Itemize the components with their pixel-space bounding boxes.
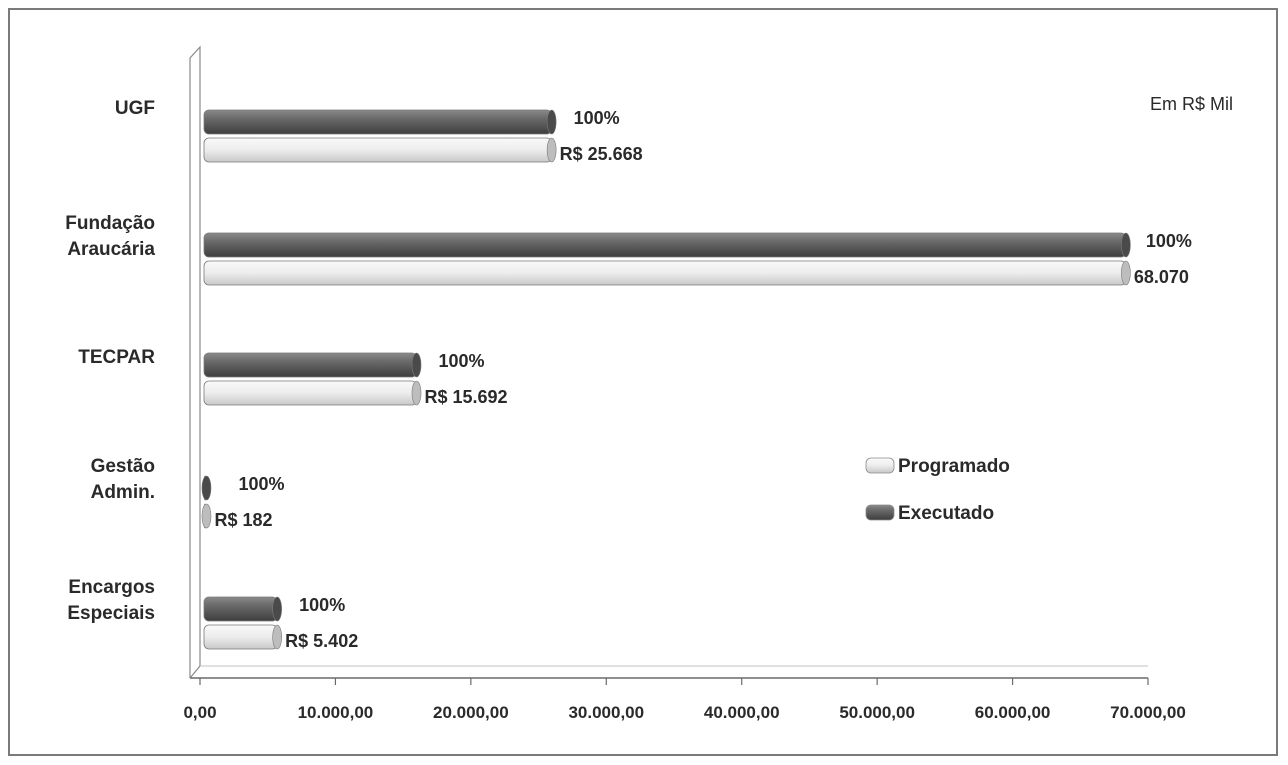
- bar-programado: [203, 137, 557, 163]
- data-labels: 100% R$ 25.668 100% 68.070 100% R$ 15.692 100%…: [214, 108, 1191, 651]
- bar-executado-cap: [411, 352, 422, 378]
- bar-programado-cap: [1121, 260, 1131, 286]
- bar-executado: [203, 232, 1131, 258]
- x-tick-label: 70.000,00: [1110, 703, 1186, 722]
- x-tick-label: 20.000,00: [433, 703, 509, 722]
- bar-executado-cap: [201, 475, 212, 501]
- category-label: UGF: [115, 98, 155, 119]
- axes: [189, 45, 1149, 685]
- bar-programado-cap: [201, 503, 212, 529]
- legend-swatch: [865, 504, 895, 521]
- legend-item: Programado: [865, 456, 1010, 477]
- bars: [201, 109, 1131, 650]
- legend-label: Executado: [898, 503, 994, 524]
- category-label: Araucária: [67, 239, 155, 260]
- bar-programado-cap: [411, 380, 422, 406]
- bar-executado: [201, 475, 212, 501]
- category-label: Admin.: [91, 482, 155, 503]
- legend-label: Programado: [898, 456, 1010, 477]
- percent-label: 100%: [1146, 231, 1192, 251]
- x-tick-label: 10.000,00: [298, 703, 374, 722]
- y-axis-wall: [189, 45, 201, 679]
- percent-label: 100%: [439, 351, 485, 371]
- legend-swatch: [865, 457, 895, 474]
- unit-note: Em R$ Mil: [1150, 94, 1233, 114]
- value-label: 68.070: [1134, 267, 1189, 287]
- value-label: R$ 182: [214, 510, 272, 530]
- category-label: Gestão: [91, 456, 155, 477]
- bar-executado: [203, 352, 422, 378]
- bar-executado-cap: [546, 109, 557, 135]
- legend-item: Executado: [865, 503, 994, 524]
- value-label: R$ 15.692: [425, 387, 508, 407]
- percent-label: 100%: [299, 595, 345, 615]
- bar-programado-cap: [546, 137, 557, 163]
- category-label: Especiais: [67, 603, 155, 624]
- bar-programado: [203, 260, 1131, 286]
- value-label: R$ 5.402: [285, 631, 358, 651]
- category-label: TECPAR: [78, 347, 155, 368]
- percent-label: 100%: [238, 474, 284, 494]
- x-tick-label: 50.000,00: [839, 703, 915, 722]
- bar-programado-cap: [272, 624, 282, 650]
- bar-executado-cap: [1121, 232, 1131, 258]
- bar-programado: [201, 503, 212, 529]
- category-label: Fundação: [65, 213, 155, 234]
- value-label: R$ 25.668: [560, 144, 643, 164]
- x-tick-label: 0,00: [183, 703, 216, 722]
- category-labels: UGF Fundação Araucária TECPAR Gestão Admin. En…: [65, 98, 155, 624]
- x-tick-labels: 0,00 10.000,00 20.000,00 30.000,00 40.000,00…: [183, 703, 1185, 722]
- x-tick-label: 30.000,00: [568, 703, 644, 722]
- x-tick-label: 40.000,00: [704, 703, 780, 722]
- bar-programado: [203, 624, 282, 650]
- bar-programado: [203, 380, 422, 406]
- bar-executado: [203, 109, 557, 135]
- percent-label: 100%: [574, 108, 620, 128]
- bar-executado: [203, 596, 282, 622]
- category-label: Encargos: [68, 577, 155, 598]
- x-tick-label: 60.000,00: [975, 703, 1051, 722]
- legend: Programado Executado: [865, 456, 1010, 524]
- bar-executado-cap: [272, 596, 282, 622]
